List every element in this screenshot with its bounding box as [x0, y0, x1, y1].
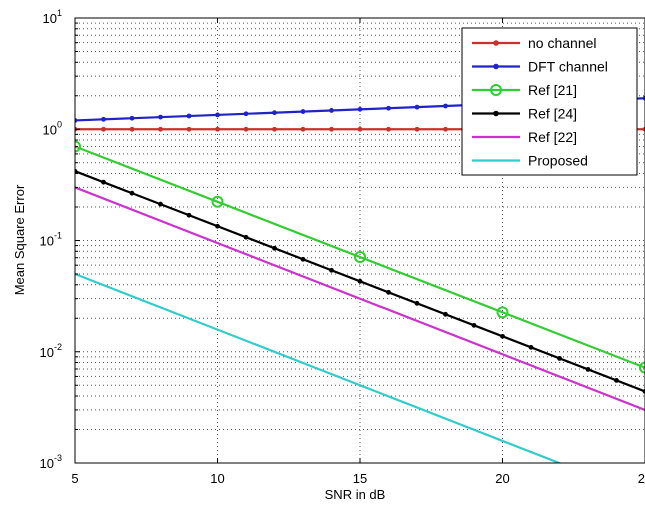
y-tick-label: 10-2: [40, 342, 62, 360]
series-marker: [129, 126, 135, 132]
series-marker: [585, 366, 591, 372]
series-marker: [642, 95, 645, 101]
series-marker: [357, 278, 363, 284]
series-marker: [471, 322, 477, 328]
legend: no channel DFT channel Ref [21] Ref [24] Ref…: [461, 27, 638, 176]
series-marker: [500, 333, 505, 339]
series-marker: [300, 256, 306, 262]
series-marker: [300, 109, 306, 114]
series-marker: [329, 267, 334, 273]
legend-label: DFT channel: [528, 59, 608, 75]
series-marker: [443, 103, 448, 109]
y-tick-base: 10: [40, 456, 54, 471]
y-tick-label: 10-1: [40, 231, 62, 249]
series-marker: [158, 114, 163, 120]
x-tick-label: 10: [210, 471, 224, 486]
series-marker: [639, 361, 645, 374]
y-tick-base: 10: [43, 122, 57, 137]
series-marker: [329, 108, 334, 113]
series-marker: [75, 140, 81, 153]
series-marker: [300, 126, 306, 132]
y-tick-base: 10: [43, 11, 57, 26]
legend-marker: [490, 84, 502, 96]
y-tick-base: 10: [40, 345, 54, 360]
series-marker: [215, 126, 220, 132]
series-marker: [129, 190, 135, 196]
y-tick-label: 10-3: [40, 453, 62, 471]
grid: [75, 18, 645, 463]
series-marker: [186, 212, 192, 218]
legend-label: no channel: [528, 35, 597, 51]
y-tick-base: 10: [40, 234, 54, 249]
series-marker: [243, 126, 249, 132]
series-marker: [329, 126, 334, 132]
series-marker: [557, 355, 562, 361]
y-tick-exponent: 1: [57, 8, 62, 18]
series-marker: [101, 116, 106, 122]
series-marker: [386, 126, 391, 132]
series-marker: [129, 115, 135, 121]
series-marker: [443, 311, 448, 317]
series-marker: [75, 168, 78, 174]
series-marker: [186, 113, 192, 119]
x-tick-label: 20: [495, 471, 509, 486]
series-marker: [272, 110, 277, 116]
series-marker: [357, 126, 363, 132]
series-marker: [101, 126, 106, 132]
legend-label: Ref [21]: [528, 82, 577, 98]
x-tick-label: 25: [638, 471, 645, 486]
series-marker: [101, 179, 106, 185]
legend-marker: [493, 40, 499, 46]
series-marker: [357, 106, 363, 112]
y-tick-exponent: 0: [57, 119, 62, 129]
series-marker: [75, 118, 78, 123]
series-marker: [386, 289, 391, 295]
y-tick-exponent: -1: [54, 231, 62, 241]
legend-marker: [493, 110, 499, 117]
series-marker: [414, 300, 420, 306]
series-marker: [614, 378, 619, 383]
series-marker: [414, 126, 420, 132]
y-tick-exponent: -3: [54, 453, 62, 463]
series-line: [75, 145, 645, 369]
series-marker: [528, 344, 534, 350]
series-marker: [215, 112, 220, 118]
series-layer: [75, 95, 645, 463]
series-marker: [386, 105, 391, 111]
legend-label: Proposed: [528, 153, 588, 169]
series-marker: [272, 245, 277, 251]
series-marker: [211, 195, 224, 208]
series-line: [75, 186, 645, 411]
series-marker: [215, 223, 220, 229]
series-marker: [443, 126, 448, 132]
series-marker: [642, 389, 645, 394]
y-axis-title: Mean Square Error: [12, 184, 27, 295]
series-marker: [272, 126, 277, 132]
series-line: [75, 272, 563, 463]
legend-label: Ref [24]: [528, 106, 577, 122]
y-tick-label: 100: [43, 119, 62, 137]
series-marker: [354, 251, 366, 264]
series-marker: [158, 201, 163, 207]
x-tick-label: 15: [353, 471, 367, 486]
y-tick-exponent: -2: [54, 342, 62, 352]
x-tick-label: 5: [71, 471, 78, 486]
series-marker: [243, 111, 249, 117]
legend-marker: [493, 63, 499, 70]
series-marker: [414, 104, 420, 110]
y-tick-label: 101: [43, 8, 62, 26]
series-marker: [243, 234, 249, 240]
x-axis-title: SNR in dB: [325, 487, 386, 502]
series-marker: [186, 126, 192, 132]
legend-box: [461, 27, 638, 176]
series-marker: [496, 306, 509, 319]
legend-label: Ref [22]: [528, 129, 577, 145]
series-marker: [642, 126, 645, 132]
series-marker: [158, 126, 163, 132]
